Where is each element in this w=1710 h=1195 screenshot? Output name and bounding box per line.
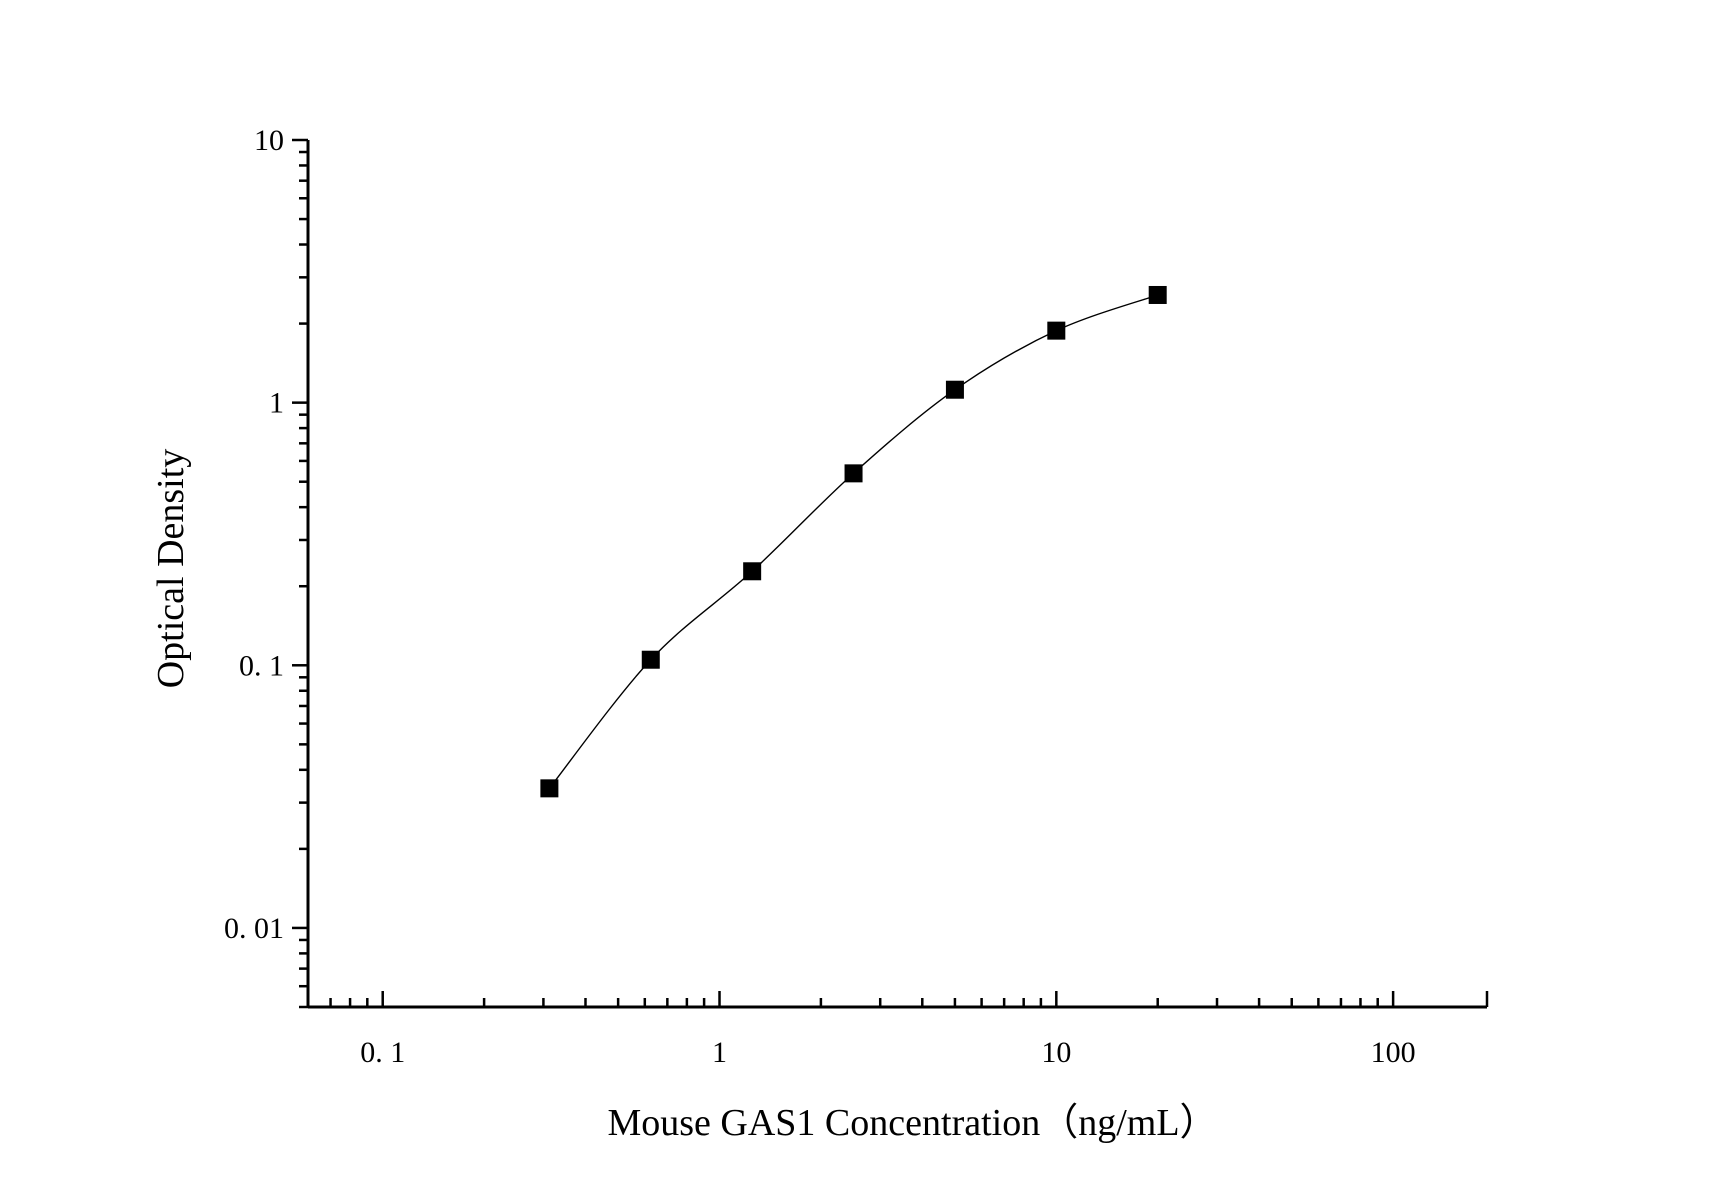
y-tick-label: 0. 1 [239, 649, 284, 682]
axes [292, 138, 1489, 1009]
x-tick-label: 100 [1371, 1036, 1416, 1069]
y-tick-label: 0. 01 [224, 912, 284, 945]
x-tick-label: 0. 1 [360, 1036, 405, 1069]
x-axis-title: Mouse GAS1 Concentration（ng/mL） [607, 1102, 1217, 1144]
data-point [540, 779, 559, 798]
x-tick-label: 1 [712, 1036, 727, 1069]
data-point [743, 562, 762, 581]
data-point [1148, 285, 1167, 304]
data-point [641, 650, 660, 669]
y-tick-label: 10 [254, 124, 284, 157]
y-axis-title: Optical Density [150, 449, 192, 689]
fit-curve [548, 294, 1158, 789]
y-tick-label: 1 [269, 387, 284, 420]
data-point [945, 380, 964, 399]
fit-curve-group [548, 294, 1158, 789]
x-tick-label: 10 [1041, 1036, 1071, 1069]
axis-labels: 0. 1 1 10 100 0. 01 0. 1 1 10 Mouse GAS1 Concent… [150, 124, 1416, 1144]
data-point [1047, 321, 1066, 340]
data-point [844, 464, 863, 483]
data-points [540, 285, 1167, 798]
